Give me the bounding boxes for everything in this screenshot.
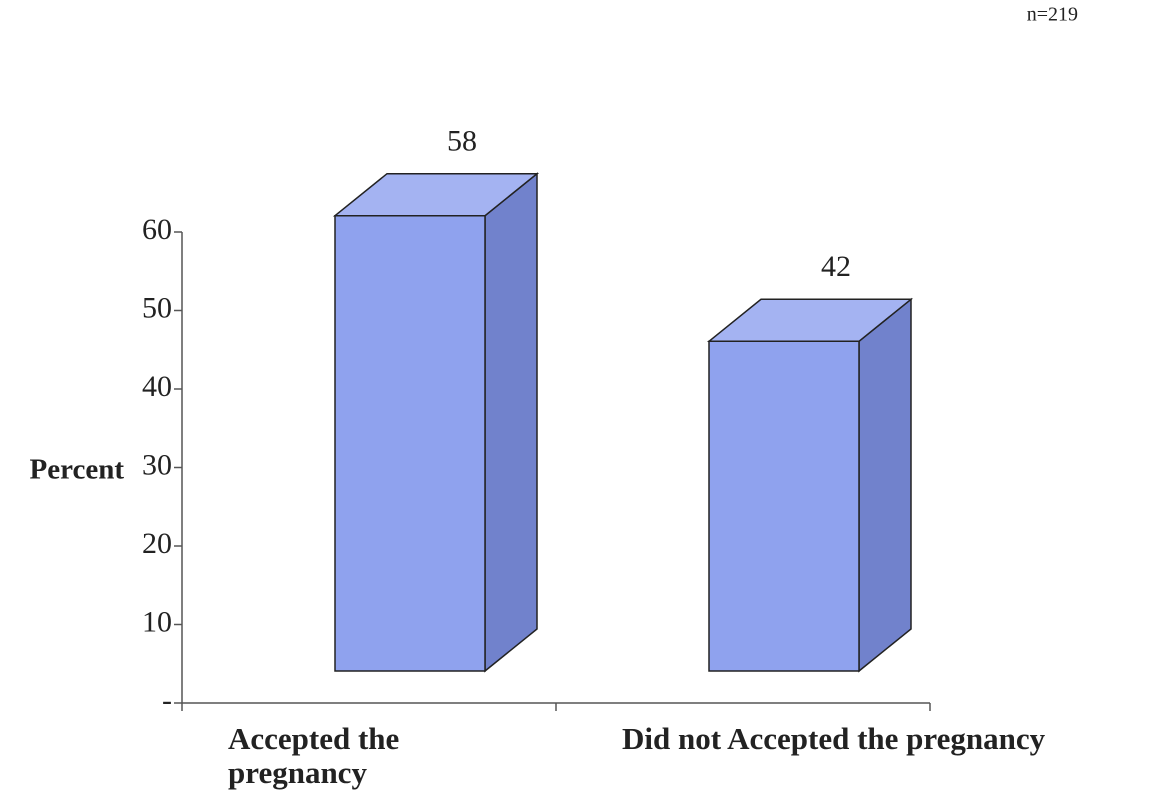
bar-side [484, 172, 538, 673]
x-tick-label: Did not Accepted the pregnancy [622, 721, 1046, 756]
y-tick-label: 10 [142, 605, 172, 638]
bar-front [708, 340, 860, 672]
y-tick-label: 40 [142, 370, 172, 403]
annotation: n=219 [1027, 4, 1078, 26]
data-label: 58 [447, 125, 477, 158]
bar-front [334, 214, 486, 672]
bar [332, 172, 540, 673]
y-tick-label: 30 [142, 448, 172, 481]
data-label: 42 [821, 250, 851, 283]
x-tick-label: Accepted the pregnancy [228, 721, 400, 790]
y-tick-label: 60 [142, 213, 172, 246]
y-tick-label: 20 [142, 527, 172, 560]
bar [706, 297, 914, 673]
y-tick-label: - [162, 684, 172, 717]
y-axis-label: Percent [30, 454, 125, 486]
bar-side [858, 297, 912, 673]
y-tick-label: 50 [142, 291, 172, 324]
